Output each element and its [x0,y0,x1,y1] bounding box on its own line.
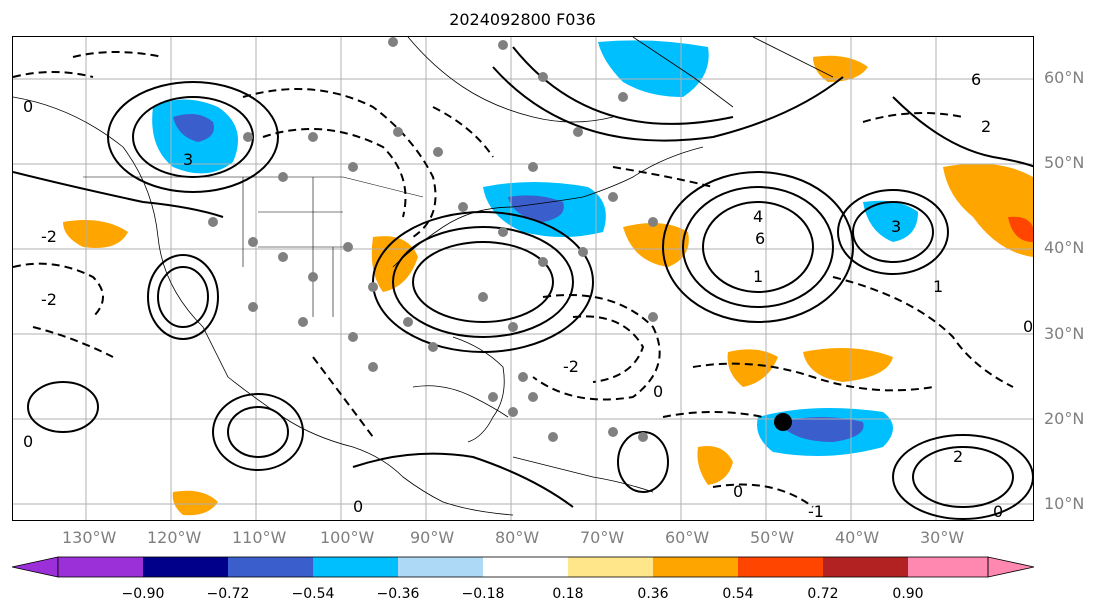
colorbar-tick-label: −0.72 [206,586,250,602]
colorbar-tick-label: −0.18 [461,586,505,602]
lon-label-50w: 50°W [750,528,795,547]
contour-label: -2 [41,290,57,309]
station-dots [208,37,658,442]
shade-orange-subtrop [803,348,893,382]
colorbar-tick-label: 0.18 [552,586,584,602]
lon-label-70w: 70°W [580,528,625,547]
lat-label-10n: 10°N [1044,494,1085,513]
map-area: 6 4 3 6 2 1 0 0 0 0 0 -1 -2 -2 3 2 -2 0 … [12,36,1034,521]
contour-label: 1 [933,277,943,296]
contour-label: 0 [23,432,33,451]
colorbar-segment [398,557,483,577]
colorbar-tick-label: 0.54 [722,586,754,602]
colorbar-segment [823,557,908,577]
lat-label-20n: 20°N [1044,409,1085,428]
lon-label-30w: 30°W [920,528,965,547]
contour-label: 3 [891,217,901,236]
shade-orange-central [371,236,418,292]
contour-label: 0 [1023,317,1033,336]
colorbar-segment [58,557,143,577]
shade-orange-west [63,219,128,248]
shade-navy-west [173,113,214,142]
shaded-regions [63,40,1033,516]
shade-orange-small [727,349,778,387]
contour-label: 0 [653,382,663,401]
lon-label-90w: 90°W [410,528,455,547]
colorbar-tick-label: 0.72 [807,586,839,602]
shade-orange-south [697,446,733,485]
contour-label: 2 [981,117,991,136]
lat-label-60n: 60°N [1044,68,1085,87]
lon-label-100w: 100°W [320,528,375,547]
colorbar-tick-label: −0.54 [291,586,335,602]
contour-label: 1 [753,267,763,286]
colorbar-segment [653,557,738,577]
contour-label: 6 [971,70,981,89]
colorbar-segment [313,557,398,577]
contour-label: -2 [41,227,57,246]
positive-contours [13,46,1033,520]
shade-red-east [1008,216,1033,242]
lon-label-40w: 40°W [835,528,880,547]
colorbar-tick-label: 0.36 [637,586,669,602]
contour-labels: 6 4 3 6 2 1 0 0 0 0 0 -1 -2 -2 3 2 -2 0 … [23,70,1033,521]
center-marker [774,413,792,431]
shade-blue-north [598,40,709,97]
colorbar-segment [228,557,313,577]
lat-label-30n: 30°N [1044,324,1085,343]
contour-label: 0 [23,97,33,116]
shade-blue-midatl [863,200,918,242]
colorbar-tick-label: −0.36 [376,586,420,602]
shade-navy-atlantic [778,417,864,442]
colorbar-segment [908,557,988,577]
colorbar-segment [738,557,823,577]
contour-label: 3 [183,150,193,169]
lon-label-110w: 110°W [232,528,287,547]
contour-label: 2 [953,447,963,466]
shade-orange-east [623,223,689,267]
lon-label-130w: 130°W [62,528,117,547]
contour-label: 0 [353,497,363,516]
contour-label: -1 [808,502,824,521]
contour-label: 4 [753,207,763,226]
shade-orange-north [813,55,868,82]
lon-label-120w: 120°W [147,528,202,547]
map-title: 2024092800 F036 [449,10,596,29]
colorbar-segment [483,557,568,577]
coastlines [13,37,834,516]
lon-label-60w: 60°W [665,528,710,547]
lat-label-40n: 40°N [1044,238,1085,257]
contour-label: 0 [993,502,1003,521]
lat-label-50n: 50°N [1044,153,1085,172]
shade-orange-pacific [172,490,218,516]
contour-label: 6 [755,229,765,248]
colorbar-tick-label: −0.90 [121,586,165,602]
map-svg: 6 4 3 6 2 1 0 0 0 0 0 -1 -2 -2 3 2 -2 0 … [13,37,1033,521]
colorbar-under-arrow [11,556,59,578]
contour-label: -2 [563,357,579,376]
borders [83,176,424,317]
contour-label: 0 [733,482,743,501]
colorbar-over-arrow [987,556,1035,578]
negative-contours [13,51,1014,508]
colorbar [11,556,1035,578]
shade-orange-farEast [943,163,1033,257]
colorbar-tick-label: 0.90 [892,586,924,602]
colorbar-segment [143,557,228,577]
colorbar-segment [568,557,653,577]
lon-label-80w: 80°W [495,528,540,547]
